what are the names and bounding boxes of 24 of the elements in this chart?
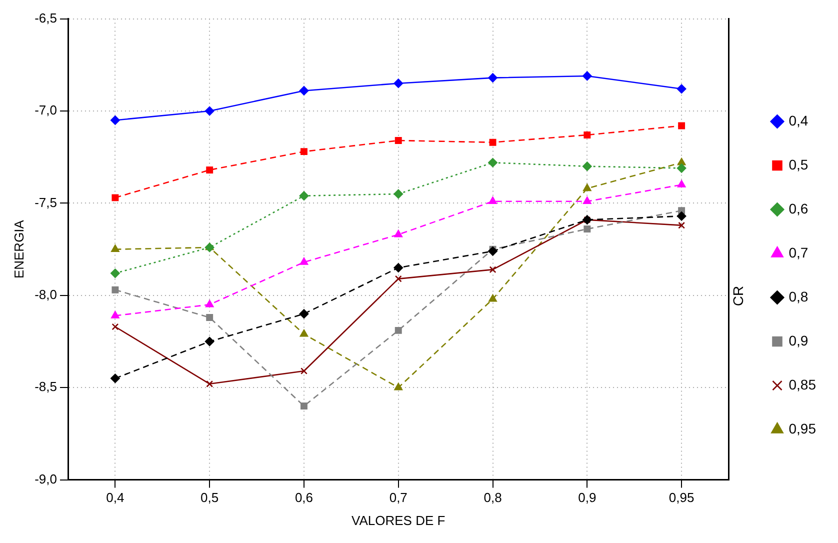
x-tick-label: 0,95 xyxy=(668,490,694,506)
y-tick-label: -7,0 xyxy=(34,102,57,118)
x-tick-label: 0,9 xyxy=(578,490,596,506)
y-tick-label: -8,0 xyxy=(34,286,57,302)
x-axis-title: VALORES DE F xyxy=(352,512,446,528)
y-tick-label: -9,0 xyxy=(34,471,57,486)
legend-label: 0,95 xyxy=(788,420,816,436)
y-tick-label: -6,5 xyxy=(34,10,57,26)
y-tick-label: -7,5 xyxy=(34,194,57,210)
x-tick-label: 0,5 xyxy=(200,490,219,506)
x-tick-label: 0,6 xyxy=(294,490,314,506)
legend-label: 0,85 xyxy=(788,376,816,392)
x-tick-label: 0,8 xyxy=(484,490,502,506)
y-axis-title: ENERGIA xyxy=(11,220,26,279)
legend-label: 0,5 xyxy=(788,156,808,172)
legend-title: CR xyxy=(730,286,746,306)
x-tick-label: 0,4 xyxy=(106,490,124,506)
legend-label: 0,7 xyxy=(788,244,808,260)
legend-label: 0,6 xyxy=(788,200,808,216)
legend-label: 0,4 xyxy=(788,112,808,128)
legend-label: 0,9 xyxy=(788,332,808,348)
legend-label: 0,8 xyxy=(788,288,808,304)
y-tick-label: -8,5 xyxy=(34,379,57,394)
x-tick-label: 0,7 xyxy=(389,490,408,506)
